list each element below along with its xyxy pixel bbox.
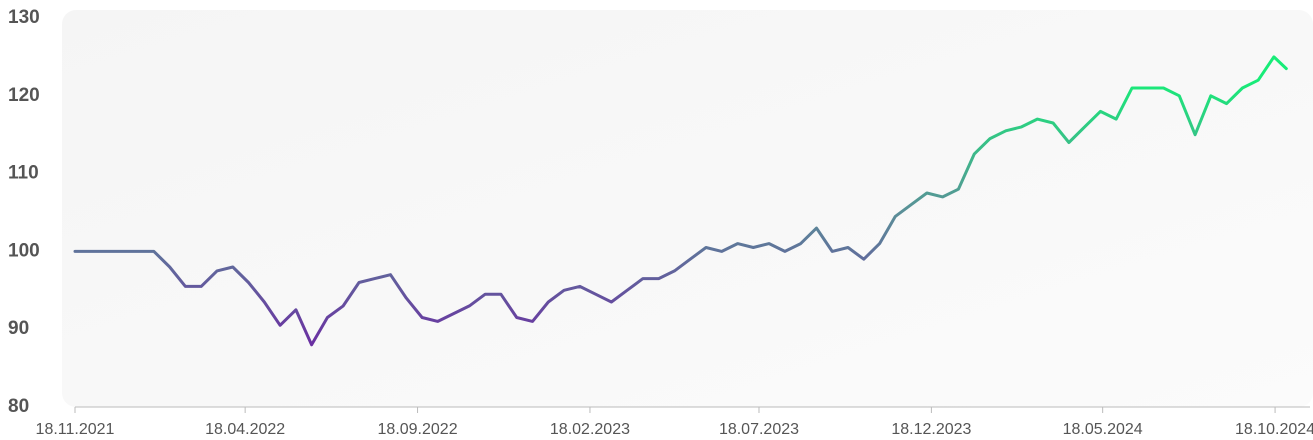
x-tick-label: 18.12.2023 xyxy=(891,421,971,438)
x-tick-label: 18.02.2023 xyxy=(550,421,630,438)
x-tick-label: 18.04.2022 xyxy=(205,421,285,438)
plot-background xyxy=(62,10,1313,407)
x-tick-label: 18.07.2023 xyxy=(719,421,799,438)
y-tick-label: 120 xyxy=(8,85,40,106)
y-tick-label: 110 xyxy=(8,163,39,184)
y-tick-label: 100 xyxy=(8,240,40,261)
x-tick-label: 18.09.2022 xyxy=(378,421,458,438)
y-tick-label: 90 xyxy=(8,318,29,339)
x-tick-label: 18.05.2024 xyxy=(1063,421,1143,438)
line xyxy=(73,55,1288,347)
x-tick-label: 18.11.2021 xyxy=(36,421,115,438)
x-tick-label: 18.10.2024 xyxy=(1235,421,1313,438)
y-tick-label: 80 xyxy=(8,396,29,417)
y-tick-label: 130 xyxy=(8,7,40,28)
